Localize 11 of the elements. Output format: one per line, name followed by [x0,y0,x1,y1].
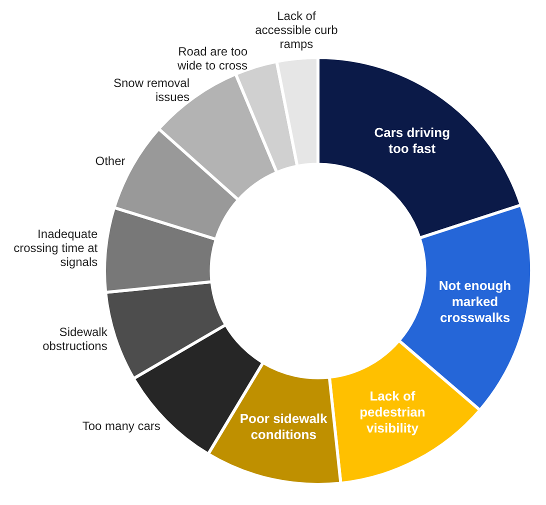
slice-label: Too many cars [82,418,160,433]
slice-label: Other [95,154,126,168]
slice-label: Poor sidewalk conditions [240,410,328,442]
slice-label: Cars driving too fast [374,125,450,156]
slice-label: Not enough marked crosswalks [438,278,512,326]
slice-label: Lack of accessible curb ramps [255,8,338,51]
slice-label: Snow removal issues [113,76,190,104]
slice-label: Lack of pedestrian visibility [360,388,426,436]
slice-label: Inadequate crossing time at signals [14,227,98,270]
slice-label: Road are too wide to cross [176,44,248,72]
slice-label: Sidewalk obstructions [42,324,108,353]
